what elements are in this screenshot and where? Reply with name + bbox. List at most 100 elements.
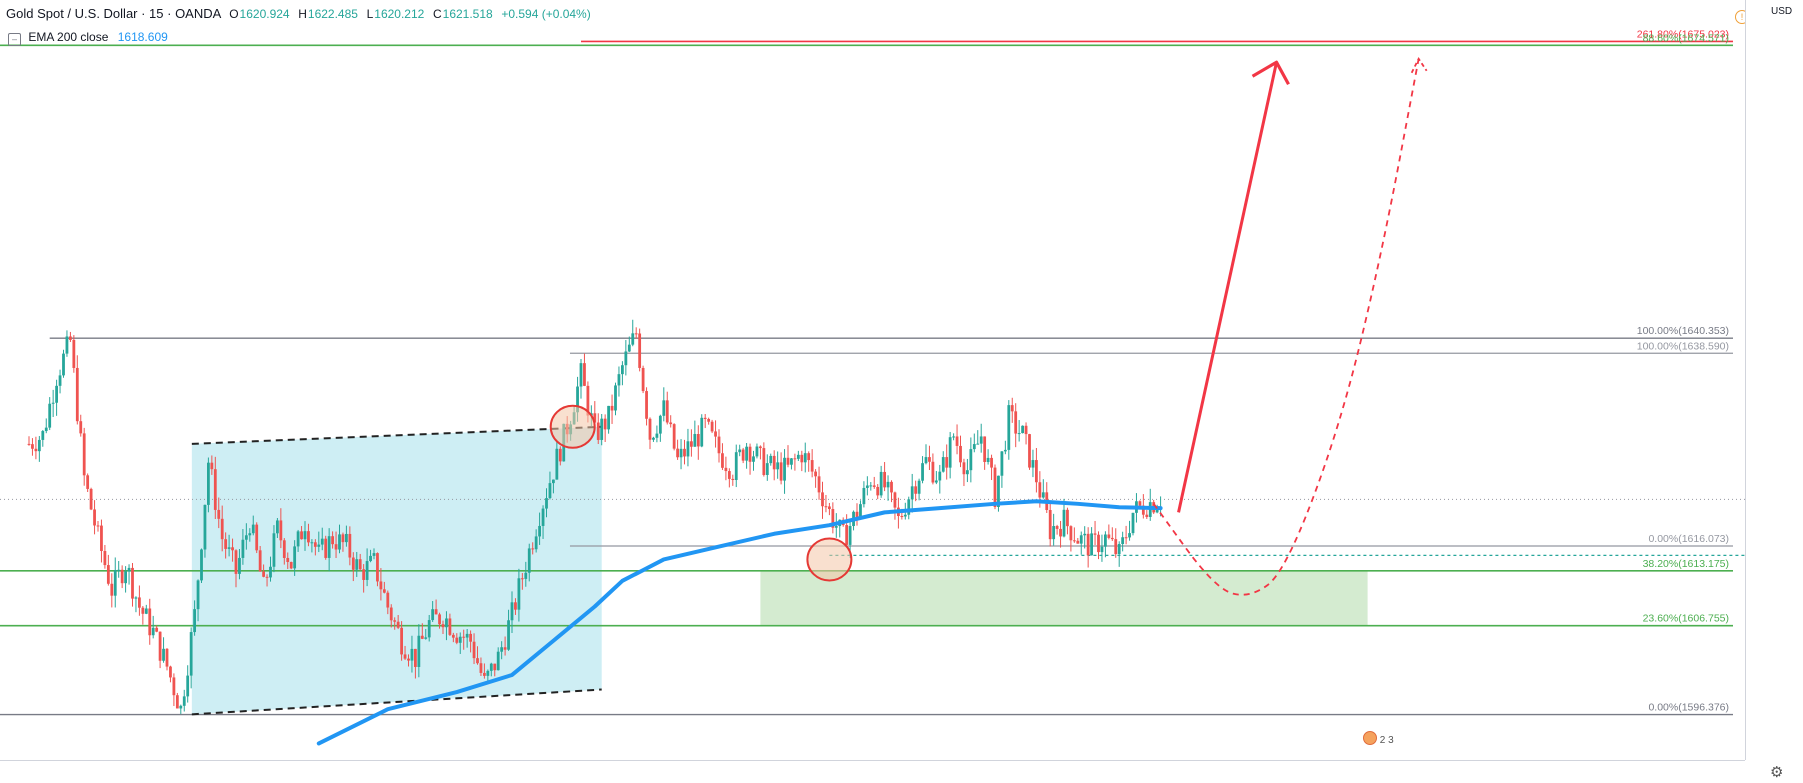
candle-body [658,415,662,434]
candle-body [31,444,34,449]
candle-body [696,433,700,447]
candle-body [979,436,983,444]
candle-body [769,455,773,464]
high-label: H [298,7,307,21]
candle-body [334,544,338,550]
candle-body [131,567,134,599]
candle-body [945,457,949,468]
symbol-legend: Gold Spot / U.S. Dollar · 15 · OANDA O16… [6,6,591,21]
candle-body [1090,533,1093,556]
candle-body [914,486,918,494]
candle-body [186,675,190,697]
gear-icon[interactable]: ⚙ [1770,764,1784,781]
high-value: 1622.485 [307,7,358,21]
fib-level-label: 100.00%(1640.353) [1637,325,1729,337]
candle-body [600,418,604,440]
candle-body [75,367,79,422]
candle-body [193,609,196,633]
candle-body [210,462,214,470]
candle-body [234,550,238,574]
candle-body [448,618,452,635]
candle-body [307,531,310,543]
candle-body [893,492,897,508]
open-label: O [229,7,239,21]
candle-body [869,485,873,487]
candle-body [997,475,1000,507]
candle-body [1107,534,1111,538]
candle-body [300,531,303,540]
candle-body [796,454,800,459]
candle-body [207,462,210,505]
candle-body [279,520,283,541]
candle-body [745,446,748,461]
candle-body [365,561,369,580]
fib-level-label: 261.80%(1675.023) [1637,28,1729,40]
candle-body [624,351,628,366]
candle-body [265,576,269,578]
ema-legend[interactable]: – EMA 200 close 1618.609 [8,30,168,46]
candle-body [382,589,386,593]
candle-body [1069,526,1073,541]
candle-body [348,533,352,558]
visibility-toggle-icon[interactable]: – [8,33,21,46]
candle-body [621,365,624,375]
candle-body [313,542,317,547]
candle-body [441,624,445,628]
candle-body [496,651,500,671]
candle-body [1128,533,1131,538]
candle-body [289,561,293,569]
candle-body [686,441,690,457]
candle-body [1028,434,1031,468]
candle-body [389,607,393,621]
candle-body [865,485,869,488]
candle-body [1000,451,1004,476]
fib-level-label: 0.00%(1616.073) [1648,533,1729,545]
candle-body [458,636,462,643]
candle-body [144,608,148,614]
candle-body [734,452,738,480]
candle-body [714,431,717,437]
candle-body [1110,537,1114,540]
candle-body [983,436,987,462]
candle-body [596,422,600,440]
candle-body [748,446,752,462]
economic-events-icon[interactable]: 2 3 [1363,731,1394,746]
time-axis[interactable] [0,760,1745,783]
candle-body [110,583,114,596]
candle-body [113,570,117,596]
low-label: L [366,7,374,21]
candle-body [34,448,38,452]
candle-body [434,609,438,615]
candle-body [303,531,307,540]
fib-level-label: 0.00%(1596.376) [1648,702,1729,714]
fib-level-label: 100.00%(1638.590) [1637,340,1729,352]
candle-body [517,578,521,610]
candle-body [759,446,762,449]
candle-body [959,445,962,463]
candle-body [1052,526,1056,540]
candle-body [1093,533,1097,535]
candle-body [614,385,617,411]
candle-body [986,457,990,462]
event-marker-icon[interactable] [1363,731,1377,745]
candle-body [586,385,590,416]
candle-body [469,633,472,642]
candle-body [690,441,693,447]
candle-body [955,436,959,446]
candle-body [1014,411,1018,434]
candle-body [948,437,952,468]
change-value: +0.594 (+0.04%) [501,7,591,21]
candle-body [338,534,341,550]
candle-body [872,485,876,487]
candle-body [341,534,345,543]
candle-body [862,487,866,505]
highlight-circle [806,537,853,582]
price-axis[interactable] [1745,0,1803,760]
candle-body [393,620,397,622]
candle-body [293,546,297,569]
candle-body [200,549,203,581]
candle-body [182,696,186,706]
candle-body [921,463,924,481]
